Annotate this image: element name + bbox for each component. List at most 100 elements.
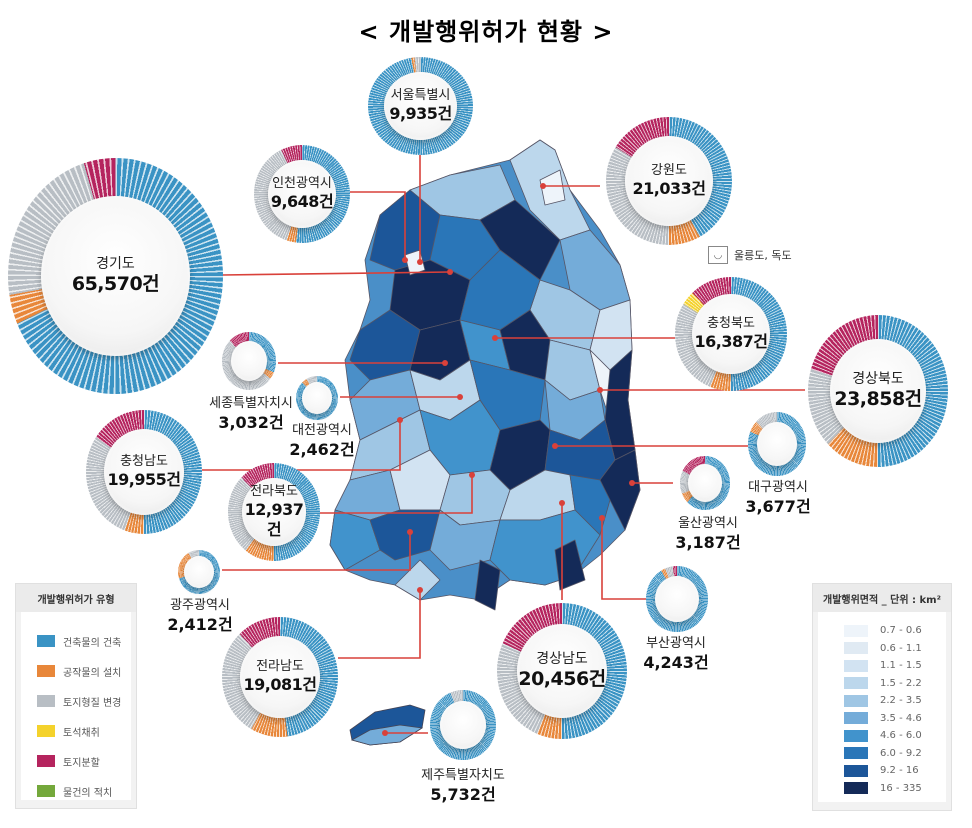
legend-item: 1.5 - 2.2 — [844, 675, 946, 693]
legend-swatch — [844, 764, 868, 777]
label-daejeon: 대전광역시 2,462건 — [289, 423, 355, 459]
region-count: 16,387건 — [694, 331, 768, 351]
donut-gwangju — [178, 550, 220, 594]
legend-swatch — [37, 785, 55, 797]
region-count: 19,955건 — [107, 469, 181, 489]
legend-swatch — [37, 695, 55, 707]
legend-label: 6.0 - 9.2 — [880, 747, 922, 759]
legend-item: 3.5 - 4.6 — [844, 710, 946, 728]
donut-daejeon — [296, 376, 338, 420]
jeju-island-map — [349, 704, 426, 746]
region-name: 충청북도 — [707, 316, 755, 332]
label-ulsan: 울산광역시 3,187건 — [675, 516, 741, 552]
legend-item: 16 - 335 — [844, 780, 946, 798]
legend-label: 0.7 - 0.6 — [880, 625, 922, 637]
mainland-map — [329, 139, 641, 611]
legend-label: 1.1 - 1.5 — [880, 660, 922, 672]
legend-swatch — [844, 624, 868, 637]
legend-item: 건축물의 건축 — [37, 626, 131, 656]
legend-item: 0.7 - 0.6 — [844, 622, 946, 640]
legend-swatch — [844, 729, 868, 742]
connector-dots — [382, 183, 635, 736]
ulleung-dokdo-inset: ◡ 울릉도, 독도 — [708, 246, 792, 264]
legend-swatch — [37, 725, 55, 737]
region-count: 9,648건 — [270, 191, 334, 211]
legend-label: 9.2 - 16 — [880, 765, 919, 777]
region-name: 서울특별시 — [390, 88, 451, 104]
legend-swatch — [844, 694, 868, 707]
donut-incheon: 인천광역시 9,648건 — [254, 145, 350, 243]
donut-ulsan — [680, 456, 730, 510]
label-jeju: 제주특별자치도 5,732건 — [421, 768, 505, 804]
legend-swatch — [37, 635, 55, 647]
label-daegu: 대구광역시 3,677건 — [745, 480, 811, 516]
donut-chungbuk: 충청북도 16,387건 — [675, 277, 787, 391]
region-count: 65,570건 — [71, 272, 160, 295]
donut-gangwon: 강원도 21,033건 — [606, 117, 732, 245]
legend-label: 0.6 - 1.1 — [880, 642, 922, 654]
legend-item: 공작물의 설치 — [37, 656, 131, 686]
legend-label: 토석채취 — [63, 727, 100, 739]
region-name: 강원도 — [651, 163, 687, 179]
legend-label: 3.5 - 4.6 — [880, 712, 922, 724]
legend-swatch — [37, 755, 55, 767]
region-count: 23,858건 — [834, 387, 922, 410]
legend-item: 토석채취 — [37, 716, 131, 746]
region-name: 인천광역시 — [272, 176, 332, 192]
legend-label: 4.6 - 6.0 — [880, 730, 922, 742]
ulleung-island-icon: ◡ — [708, 246, 728, 264]
label-busan: 부산광역시 4,243건 — [643, 636, 709, 672]
region-name: 경기도 — [96, 255, 135, 272]
legend-item: 토지형질 변경 — [37, 686, 131, 716]
legend-swatch — [844, 659, 868, 672]
legend-item: 0.6 - 1.1 — [844, 640, 946, 658]
legend-label: 1.5 - 2.2 — [880, 677, 922, 689]
ulleung-label: 울릉도, 독도 — [734, 249, 792, 262]
donut-jeonnam: 전라남도 19,081건 — [222, 617, 338, 737]
label-sejong: 세종특별자치시 3,032건 — [209, 396, 293, 432]
legend-label: 건축물의 건축 — [63, 637, 122, 649]
legend-label: 2.2 - 3.5 — [880, 695, 922, 707]
legend-swatch — [844, 747, 868, 760]
donut-gyeongnam: 경상남도 20,456건 — [497, 603, 627, 739]
region-count: 9,935건 — [389, 103, 452, 123]
region-count: 21,033건 — [632, 178, 706, 198]
label-gwangju: 광주광역시 2,412건 — [167, 598, 233, 634]
legend-swatch — [844, 782, 868, 795]
donut-gyeonggi: 경기도 65,570건 — [8, 158, 223, 394]
legend-item: 9.2 - 16 — [844, 762, 946, 780]
page-title: < 개발행위허가 현황 > — [358, 18, 614, 46]
donut-jeju — [430, 690, 496, 760]
legend-label: 16 - 335 — [880, 782, 922, 794]
legend-area-list: 0.7 - 0.6 0.6 - 1.1 1.1 - 1.5 1.5 - 2.2 2.2 … — [818, 612, 946, 802]
legend-swatch — [844, 642, 868, 655]
donut-seoul: 서울특별시 9,935건 — [368, 57, 473, 155]
legend-label: 토지형질 변경 — [63, 697, 122, 709]
legend-item: 1.1 - 1.5 — [844, 657, 946, 675]
region-name: 경상북도 — [852, 370, 904, 387]
legend-item: 6.0 - 9.2 — [844, 745, 946, 763]
donut-sejong — [222, 332, 276, 390]
legend-label: 물건의 적치 — [63, 787, 113, 799]
legend-label: 공작물의 설치 — [63, 667, 122, 679]
legend-item: 토지분할 — [37, 746, 131, 776]
region-name: 충청남도 — [120, 454, 168, 470]
donut-chungnam: 충청남도 19,955건 — [86, 410, 202, 534]
legend-label: 토지분할 — [63, 757, 100, 769]
region-name: 전라남도 — [256, 659, 304, 675]
legend-development-area: 개발행위면적 _ 단위 : km² 0.7 - 0.6 0.6 - 1.1 1.1 … — [812, 583, 952, 811]
legend-swatch — [844, 677, 868, 690]
region-name: 전라북도 — [250, 484, 298, 500]
legend-swatch — [37, 665, 55, 677]
donut-gyeongbuk: 경상북도 23,858건 — [808, 315, 948, 467]
donut-jeonbuk: 전라북도 12,937건 — [228, 463, 320, 561]
legend-area-title: 개발행위면적 _ 단위 : km² — [813, 584, 951, 612]
region-count: 12,937건 — [244, 499, 304, 539]
region-count: 20,456건 — [518, 667, 606, 690]
region-name: 경상남도 — [536, 650, 588, 667]
legend-types-title: 개발행위허가 유형 — [16, 584, 136, 612]
legend-item: 2.2 - 3.5 — [844, 692, 946, 710]
